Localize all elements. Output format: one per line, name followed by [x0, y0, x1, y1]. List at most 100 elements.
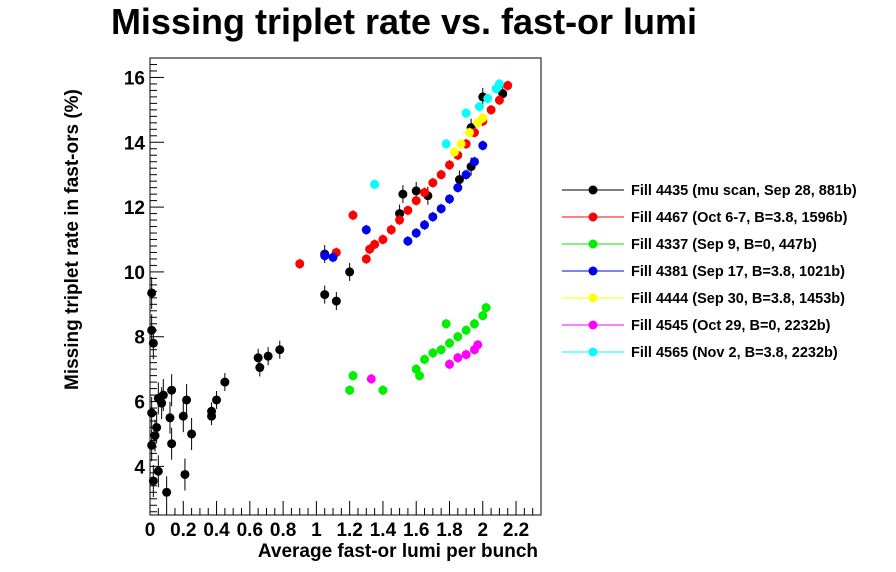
data-point [147, 408, 157, 418]
data-point [165, 413, 175, 423]
data-point [263, 351, 273, 361]
data-point [220, 377, 230, 387]
data-point [187, 429, 197, 439]
data-point [148, 476, 158, 486]
data-point [453, 353, 463, 363]
data-point [474, 102, 484, 112]
data-point [444, 338, 454, 348]
series-5-points [366, 339, 483, 384]
data-point [464, 128, 474, 138]
chart-title: Missing triplet rate vs. fast-or lumi [111, 1, 697, 42]
data-point [444, 359, 454, 369]
data-point [461, 170, 471, 180]
series-6-points [370, 78, 504, 190]
data-point [411, 196, 421, 206]
data-point [469, 319, 479, 329]
data-point [162, 487, 172, 497]
data-point [456, 139, 466, 149]
legend-entry: Fill 4444 (Sep 30, B=3.8, 1453b) [562, 291, 845, 307]
legend-marker [588, 212, 598, 222]
data-point [486, 105, 496, 115]
legend-marker [588, 185, 598, 195]
data-point [361, 225, 371, 235]
data-point [411, 228, 421, 238]
data-point [415, 371, 425, 381]
legend-label: Fill 4565 (Nov 2, B=3.8, 2232b) [631, 345, 838, 361]
data-point [348, 210, 358, 220]
data-point [212, 395, 222, 405]
y-tick-label: 4 [134, 457, 145, 478]
data-point [361, 254, 371, 264]
data-point [403, 205, 413, 215]
data-point [345, 267, 355, 277]
data-point [444, 160, 454, 170]
legend-entry: Fill 4381 (Sep 17, B=3.8, 1021b) [562, 264, 845, 280]
legend-marker [588, 266, 598, 276]
legend-entry: Fill 4337 (Sep 9, B=0, 447b) [562, 237, 817, 253]
data-point [182, 395, 192, 405]
axis-tick-labels: 0 0.2 0.4 0.6 0.8 1 1.2 1.4 1.6 1.8 2 2.2 4 6 8 10 12 14 1… [124, 68, 529, 541]
data-point [478, 141, 488, 151]
data-point [178, 411, 188, 421]
legend-label: Fill 4435 (mu scan, Sep 28, 881b) [631, 183, 857, 199]
data-point [378, 235, 388, 245]
data-point [147, 440, 157, 450]
data-point [147, 325, 157, 335]
legend-marker [588, 320, 598, 330]
legend-label: Fill 4381 (Sep 17, B=3.8, 1021b) [631, 264, 845, 280]
data-point [461, 325, 471, 335]
data-point [494, 79, 504, 89]
y-tick-label: 6 [134, 393, 145, 414]
x-tick-label: 2.2 [503, 520, 529, 541]
data-point [481, 303, 491, 313]
data-point [398, 189, 408, 199]
x-tick-label: 0.6 [237, 520, 263, 541]
legend: Fill 4435 (mu scan, Sep 28, 881b) Fill 44… [562, 183, 857, 361]
x-tick-label: 1.4 [370, 520, 397, 541]
x-tick-label: 1.2 [336, 520, 362, 541]
data-point [436, 204, 446, 214]
data-point [420, 354, 430, 364]
data-point [207, 406, 217, 416]
data-point [148, 338, 158, 348]
data-point [461, 108, 471, 118]
legend-entry: Fill 4467 (Oct 6-7, B=3.8, 1596b) [562, 210, 848, 226]
data-point [157, 398, 167, 408]
data-point [444, 194, 454, 204]
data-point [441, 139, 451, 149]
x-tick-label: 0.4 [203, 520, 230, 541]
x-tick-label: 1.6 [403, 520, 429, 541]
plot-frame [149, 57, 542, 516]
legend-label: Fill 4545 (Oct 29, B=0, 2232b) [631, 318, 831, 334]
x-tick-label: 0.8 [270, 520, 296, 541]
data-point [503, 81, 513, 91]
legend-marker [588, 293, 598, 303]
data-point [345, 385, 355, 395]
data-point [295, 259, 305, 269]
legend-label: Fill 4444 (Sep 30, B=3.8, 1453b) [631, 291, 845, 307]
data-point [370, 179, 380, 189]
x-tick-label: 0 [145, 520, 156, 541]
x-tick-label: 2 [477, 520, 488, 541]
series-4-points [449, 112, 488, 157]
data-point [366, 374, 376, 384]
data-point [370, 239, 380, 249]
x-tick-label: 0.2 [170, 520, 196, 541]
data-point [469, 157, 479, 167]
data-point [320, 251, 330, 261]
data-point [275, 345, 285, 355]
data-point [449, 147, 459, 157]
legend-entry: Fill 4565 (Nov 2, B=3.8, 2232b) [562, 345, 838, 361]
data-point [428, 212, 438, 222]
x-tick-label: 1 [311, 520, 322, 541]
axis-ticks [149, 57, 542, 515]
y-tick-label: 12 [124, 198, 145, 219]
data-point [395, 215, 405, 225]
data-point [436, 170, 446, 180]
data-point [152, 422, 162, 432]
legend-label: Fill 4467 (Oct 6-7, B=3.8, 1596b) [631, 210, 848, 226]
y-tick-label: 10 [124, 263, 145, 284]
y-tick-label: 16 [124, 68, 145, 89]
data-point [320, 290, 330, 300]
data-point [331, 296, 341, 306]
